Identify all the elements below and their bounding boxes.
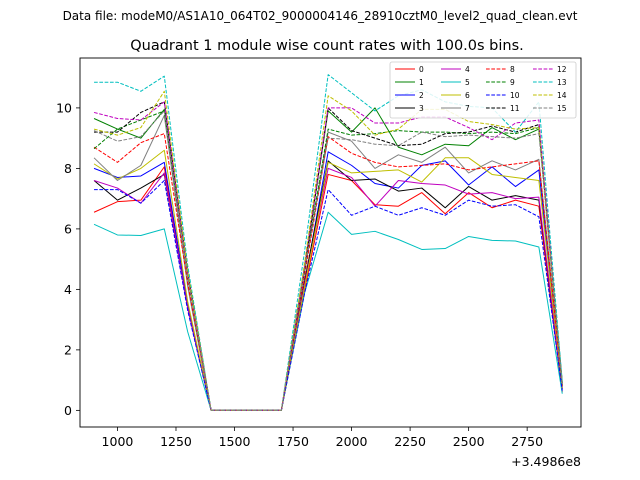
series-line-10 [94, 180, 563, 411]
legend-label-13: 13 [557, 78, 567, 87]
x-tick-label: 1250 [160, 434, 192, 449]
legend-label-10: 10 [510, 91, 520, 100]
legend-label-6: 6 [465, 91, 470, 100]
x-tick-label: 1750 [277, 434, 309, 449]
series-line-5 [93, 211, 563, 411]
legend-label-11: 11 [510, 104, 520, 113]
series-line-11 [94, 101, 563, 411]
y-tick-label: 6 [64, 221, 72, 236]
series-line-2 [93, 151, 563, 411]
chart-suptitle: Data file: modeM0/AS1A10_064T02_90000041… [63, 9, 578, 23]
y-tick-label: 0 [64, 403, 72, 418]
legend-label-14: 14 [557, 91, 567, 100]
y-axis: 0 2 4 6 8 10 [56, 100, 80, 418]
x-axis-offset-label: +3.4986e8 [511, 454, 581, 469]
series-line-6 [93, 149, 563, 411]
legend-box [389, 61, 577, 119]
series-line-7 [93, 114, 563, 411]
legend-label-3: 3 [419, 104, 424, 113]
series-line-15 [93, 110, 563, 411]
legend-label-4: 4 [465, 65, 470, 74]
x-tick-label: 2500 [453, 434, 485, 449]
x-tick-label: 2000 [336, 434, 368, 449]
y-tick-label: 10 [56, 100, 72, 115]
legend-label-8: 8 [510, 65, 515, 74]
x-tick-label: 1500 [219, 434, 251, 449]
y-tick-label: 2 [64, 342, 72, 357]
y-tick-label: 4 [64, 282, 72, 297]
legend-label-15: 15 [557, 104, 567, 113]
series-line-14 [93, 90, 563, 411]
x-tick-label: 2250 [394, 434, 426, 449]
legend-label-12: 12 [557, 65, 567, 74]
series-line-13 [94, 74, 563, 411]
series-line-8 [93, 133, 563, 411]
plot-frame [79, 57, 582, 428]
legend-label-0: 0 [419, 65, 424, 74]
series-layer [93, 74, 563, 411]
chart-title: Quadrant 1 module wise count rates with … [130, 38, 524, 54]
legend-label-2: 2 [419, 91, 424, 100]
series-line-12 [93, 101, 563, 411]
x-tick-label: 2750 [511, 434, 543, 449]
plot-area [80, 58, 581, 427]
series-line-4 [93, 167, 563, 411]
series-line-9 [93, 110, 563, 411]
legend-label-1: 1 [419, 78, 424, 87]
legend-label-5: 5 [465, 78, 470, 87]
y-tick-label: 8 [64, 161, 72, 176]
legend-label-9: 9 [510, 78, 515, 87]
x-axis: 1000 1250 1500 1750 2000 2250 2500 2750 [102, 427, 543, 449]
x-tick-label: 1000 [102, 434, 134, 449]
series-line-0 [93, 166, 563, 411]
legend-label-7: 7 [465, 104, 470, 113]
